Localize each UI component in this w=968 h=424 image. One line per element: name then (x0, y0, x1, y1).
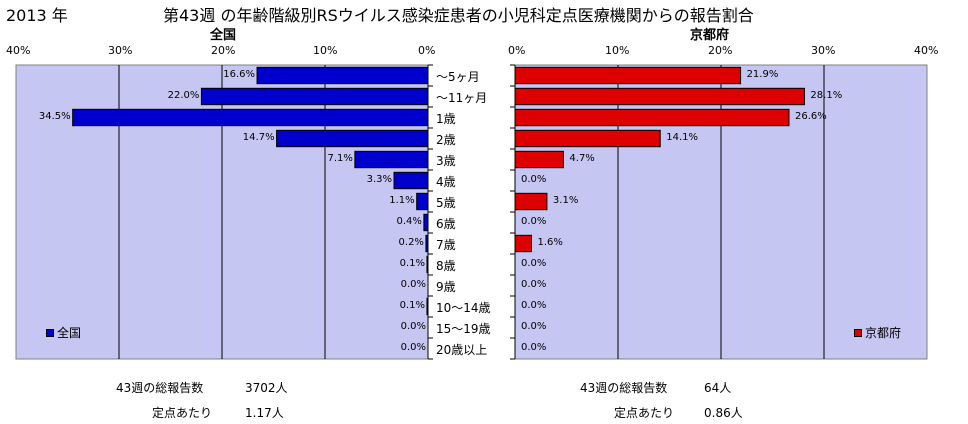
national-value-label: 0.1% (399, 299, 425, 311)
kyoto-bar (514, 234, 532, 253)
national-bar (256, 66, 429, 85)
national-value-label: 1.1% (389, 194, 415, 206)
national-value-label: 16.6% (223, 68, 256, 80)
kyoto-panel-title: 京都府 (690, 28, 730, 43)
national-per-site-label: 定点あたり (152, 406, 213, 420)
category-label: 8歳 (436, 258, 456, 273)
kyoto-bar (514, 150, 564, 169)
kyoto-per-site-value: 0.86人 (704, 406, 743, 420)
national-bar (72, 108, 429, 127)
national-value-label: 0.2% (398, 236, 424, 248)
category-label: 1歳 (436, 111, 456, 126)
kyoto-value-label: 0.0% (521, 173, 547, 185)
kyoto-value-label: 0.0% (521, 278, 547, 290)
national-total-value: 3702人 (245, 381, 288, 395)
category-label: 4歳 (436, 174, 456, 189)
national-bar (276, 129, 429, 148)
year-label: 2013 年 (6, 6, 68, 25)
kyoto-tick-label: 20% (708, 44, 733, 57)
kyoto-tick-label: 0% (508, 44, 526, 57)
national-per-site-value: 1.17人 (245, 406, 284, 420)
kyoto-value-label: 1.6% (537, 236, 563, 248)
national-panel-title: 全国 (209, 28, 236, 43)
national-tick-label: 20% (211, 44, 236, 57)
kyoto-tick-label: 30% (811, 44, 836, 57)
chart-title: 第43週 の年齢階級別RSウイルス感染症患者の小児科定点医療機関からの報告割合 (163, 6, 754, 25)
category-label: 10〜14歳 (436, 300, 491, 315)
kyoto-value-label: 4.7% (569, 152, 595, 164)
kyoto-value-label: 0.0% (521, 257, 547, 269)
kyoto-per-site-label: 定点あたり (614, 406, 675, 420)
category-label: 3歳 (436, 153, 456, 168)
national-value-label: 0.1% (399, 257, 425, 269)
kyoto-value-label: 21.9% (746, 68, 779, 80)
kyoto-bar (514, 192, 548, 211)
kyoto-bar (514, 108, 790, 127)
category-label: 9歳 (436, 279, 456, 294)
kyoto-value-label: 28.1% (810, 89, 843, 101)
national-legend: 全国 (46, 324, 81, 341)
national-value-label: 34.5% (38, 110, 71, 122)
national-value-label: 0.4% (396, 215, 422, 227)
kyoto-value-label: 14.1% (666, 131, 698, 143)
national-tick-label: 40% (6, 44, 31, 57)
kyoto-value-label: 0.0% (521, 299, 547, 311)
national-tick-label: 10% (313, 44, 338, 57)
national-value-label: 14.7% (242, 131, 275, 143)
national-bar (426, 297, 429, 316)
category-label: 6歳 (436, 216, 456, 231)
national-bar (423, 213, 429, 232)
national-value-label: 7.1% (327, 152, 353, 164)
national-bar (426, 255, 429, 274)
national-legend-swatch (46, 328, 54, 337)
national-bar (200, 87, 429, 106)
kyoto-total-label: 43週の総報告数 (580, 381, 668, 395)
national-bar (416, 192, 429, 211)
category-label: 〜11ヶ月 (436, 90, 488, 105)
national-bar (425, 234, 429, 253)
national-value-label: 22.0% (167, 89, 200, 101)
national-tick-label: 30% (108, 44, 133, 57)
national-bar (354, 150, 429, 169)
kyoto-value-label: 0.0% (521, 215, 547, 227)
national-value-label: 0.0% (400, 320, 426, 332)
kyoto-bar (514, 87, 805, 106)
kyoto-tick-label: 40% (914, 44, 939, 57)
category-label: 〜5ヶ月 (436, 69, 480, 84)
national-tick-label: 0% (418, 44, 436, 57)
kyoto-bar (514, 66, 742, 85)
kyoto-value-label: 26.6% (794, 110, 827, 122)
category-label: 5歳 (436, 195, 456, 210)
kyoto-legend-label: 京都府 (865, 326, 902, 340)
national-total-label: 43週の総報告数 (116, 381, 204, 395)
national-value-label: 3.3% (366, 173, 392, 185)
kyoto-value-label: 0.0% (521, 320, 547, 332)
kyoto-total-value: 64人 (704, 381, 732, 395)
kyoto-legend-swatch (854, 328, 862, 337)
kyoto-legend: 京都府 (854, 324, 901, 341)
kyoto-value-label: 3.1% (552, 194, 579, 206)
kyoto-value-label: 0.0% (521, 341, 547, 353)
national-legend-label: 全国 (57, 326, 82, 340)
national-value-label: 0.0% (400, 341, 426, 353)
category-label: 2歳 (436, 132, 456, 147)
national-bar (393, 171, 429, 190)
category-label: 15〜19歳 (436, 321, 491, 336)
category-label: 7歳 (436, 237, 456, 252)
kyoto-bar (514, 129, 661, 148)
national-value-label: 0.0% (400, 278, 426, 290)
kyoto-tick-label: 10% (605, 44, 630, 57)
category-label: 20歳以上 (436, 342, 488, 357)
